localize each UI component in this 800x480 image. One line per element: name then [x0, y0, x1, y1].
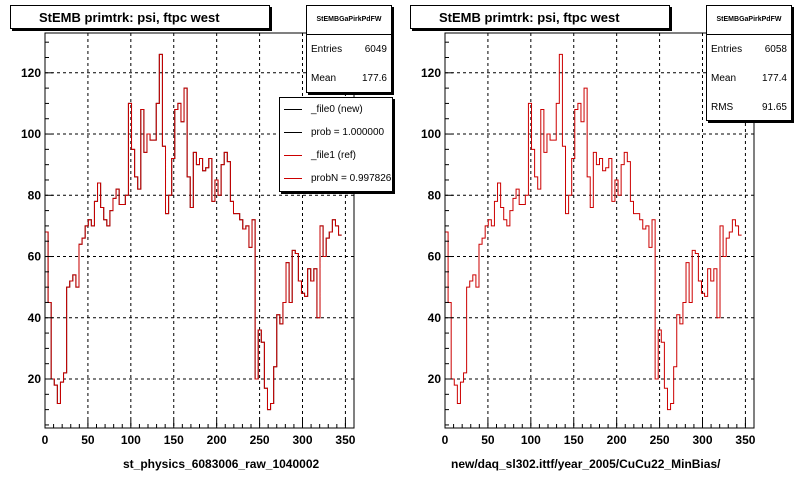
- x-axis-label: st_physics_6083006_raw_1040002: [123, 457, 320, 471]
- x-tick-label: 350: [735, 433, 755, 447]
- stats-title: StEMBGaPirkPdFW: [707, 6, 791, 35]
- y-tick-label: 20: [28, 372, 42, 386]
- x-tick-label: 200: [207, 433, 227, 447]
- stats-row-mean: Mean 177.6: [307, 64, 391, 93]
- y-tick-label: 60: [28, 250, 42, 264]
- y-tick-label: 40: [428, 311, 442, 325]
- stats-row-rms: RMS 91.65: [707, 93, 791, 122]
- y-tick-label: 20: [428, 372, 442, 386]
- legend-swatch: [284, 178, 302, 179]
- stats-value: 177.4: [761, 73, 787, 84]
- y-tick-label: 80: [428, 188, 442, 202]
- legend-entry: probN = 0.997826: [280, 167, 392, 190]
- legend-entry: _file1 (ref): [280, 144, 392, 167]
- stats-row-entries: Entries 6049: [307, 35, 391, 64]
- x-tick-label: 50: [481, 433, 495, 447]
- x-tick-label: 200: [607, 433, 627, 447]
- right-histogram-pad: 0 50 100 150 200 250 300 350 20 40 60 80 100 120 StEM…: [400, 0, 800, 480]
- legend-swatch: [284, 132, 302, 133]
- stats-row-mean: Mean 177.4: [707, 64, 791, 93]
- stats-label: Entries: [711, 44, 743, 55]
- legend-label: probN = 0.997826: [311, 173, 392, 184]
- y-tick-label: 80: [28, 188, 42, 202]
- x-tick-label: 250: [250, 433, 270, 447]
- y-tick-label: 40: [28, 311, 42, 325]
- stats-label: Mean: [711, 73, 737, 84]
- left-histogram-pad: 0 50 100 150 200 250 300 350 20 40 60 80 100 120 StEM…: [10, 5, 393, 471]
- stats-box: StEMBGaPirkPdFW Entries 6058 Mean 177.4 …: [706, 5, 792, 121]
- legend-swatch: [284, 109, 302, 110]
- x-tick-label: 300: [292, 433, 312, 447]
- series-ref-step-line: [45, 53, 342, 411]
- stats-label: Mean: [311, 73, 337, 84]
- stats-label: Entries: [311, 44, 343, 55]
- y-tick-label: 100: [21, 127, 41, 141]
- stats-title: StEMBGaPirkPdFW: [307, 6, 391, 35]
- legend-swatch: [284, 155, 302, 156]
- stats-value: 91.65: [761, 102, 787, 113]
- series-ref-step-line: [445, 53, 742, 411]
- y-tick-label: 120: [421, 66, 441, 80]
- stats-box: StEMBGaPirkPdFW Entries 6049 Mean 177.6: [306, 5, 392, 93]
- plot-area: [445, 33, 754, 428]
- x-tick-label: 100: [121, 433, 141, 447]
- x-tick-label: 300: [692, 433, 712, 447]
- x-tick-label: 350: [335, 433, 355, 447]
- right-histogram-plot: 0 50 100 150 200 250 300 350 20 40 60 80 100 120: [421, 32, 756, 447]
- stats-value: 6058: [764, 44, 787, 55]
- stats-label: RMS: [711, 102, 734, 113]
- chart-title: StEMB primtrk: psi, ftpc west: [10, 5, 270, 29]
- x-tick-label: 150: [164, 433, 184, 447]
- y-tick-label: 60: [428, 250, 442, 264]
- y-tick-label: 100: [421, 127, 441, 141]
- legend-label: prob = 1.000000: [311, 127, 385, 138]
- stats-value: 177.6: [361, 73, 387, 84]
- x-tick-label: 250: [650, 433, 670, 447]
- x-axis-label: new/daq_sl302.ittf/year_2005/CuCu22_MinB…: [451, 457, 721, 471]
- legend-entry: _file0 (new): [280, 98, 392, 121]
- legend: _file0 (new) prob = 1.000000 _file1 (ref…: [279, 97, 393, 192]
- x-tick-label: 100: [521, 433, 541, 447]
- stats-value: 6049: [364, 44, 387, 55]
- x-tick-label: 150: [564, 433, 584, 447]
- x-tick-label: 50: [81, 433, 95, 447]
- stats-row-entries: Entries 6058: [707, 35, 791, 64]
- legend-label: _file0 (new): [311, 104, 363, 115]
- x-tick-label: 0: [42, 433, 49, 447]
- y-tick-label: 120: [21, 66, 41, 80]
- legend-label: _file1 (ref): [311, 150, 357, 161]
- legend-entry: prob = 1.000000: [280, 121, 392, 144]
- chart-title: StEMB primtrk: psi, ftpc west: [410, 5, 670, 29]
- x-tick-label: 0: [442, 433, 449, 447]
